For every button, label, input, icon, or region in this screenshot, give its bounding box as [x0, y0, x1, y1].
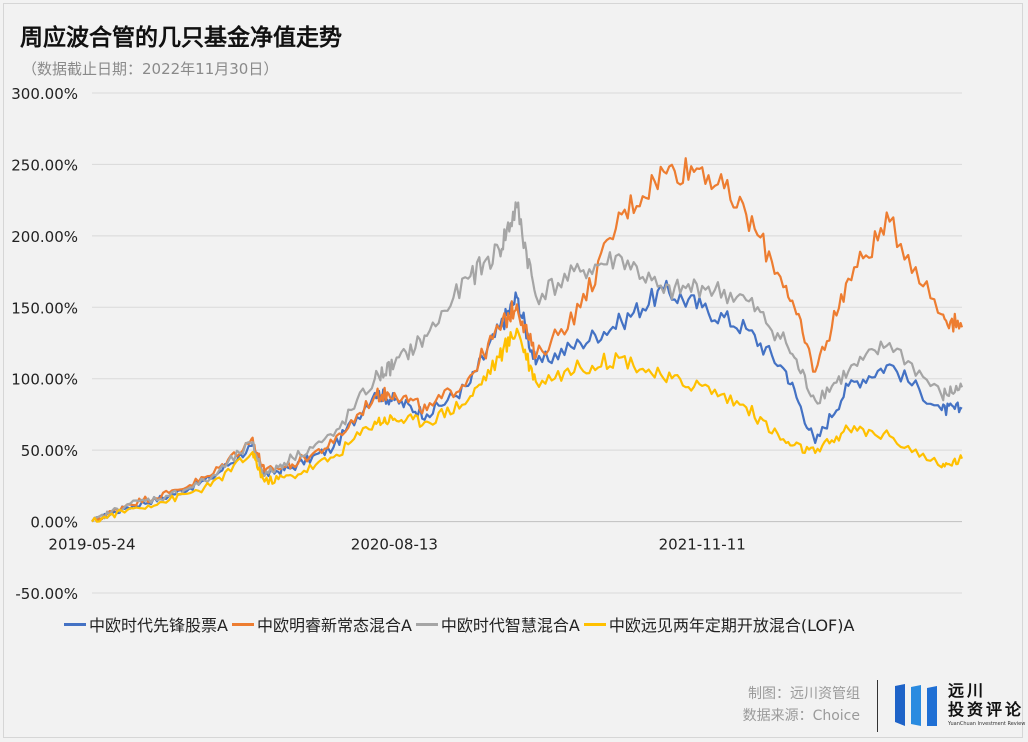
series-line	[91, 157, 964, 523]
legend-swatch	[231, 622, 254, 626]
legend-item: 中欧远见两年定期开放混合(LOF)A	[583, 612, 855, 636]
series-line	[91, 279, 963, 523]
series-line	[91, 201, 964, 523]
y-tick-label: 0.00%	[30, 514, 78, 532]
legend-label: 中欧时代智慧混合A	[440, 616, 580, 635]
footer-credit: 制图：远川资管组 数据来源：Choice	[743, 683, 860, 727]
source-text: 数据来源：Choice	[742, 708, 860, 724]
x-tick-label: 2020-08-13	[351, 536, 438, 554]
legend-swatch	[583, 622, 606, 626]
y-tick-label: 300.00%	[11, 85, 78, 103]
legend-item: 中欧明睿新常态混合A	[231, 612, 412, 636]
brand-logo-text: 远川 投资评论 YuanChuan Investment Review	[948, 682, 1025, 728]
logo-name-line2: 投资评论	[948, 700, 1025, 719]
y-tick-label: 50.00%	[21, 442, 78, 460]
series-line	[91, 327, 964, 523]
chart-subtitle: （数据截止日期：2022年11月30日）	[22, 60, 279, 78]
brand-logo-icon	[895, 684, 937, 726]
y-tick-label: 200.00%	[11, 228, 78, 246]
y-tick-label: 100.00%	[11, 371, 78, 389]
legend-label: 中欧时代先锋股票A	[89, 616, 228, 635]
legend-item: 中欧时代先锋股票A	[64, 612, 228, 636]
chart-frame	[3, 3, 1023, 738]
chart-legend: 中欧时代先锋股票A 中欧明睿新常态混合A 中欧时代智慧混合A 中欧远见两年定期开放混合…	[64, 612, 854, 636]
chart-title: 周应波合管的几只基金净值走势	[20, 25, 342, 51]
y-tick-label: -50.00%	[15, 585, 78, 603]
footer-divider	[877, 680, 878, 732]
credit-text: 制图：远川资管组	[748, 686, 860, 702]
legend-swatch	[415, 622, 438, 626]
logo-english: YuanChuan Investment Review	[948, 721, 1026, 727]
legend-swatch	[64, 622, 86, 626]
legend-label: 中欧远见两年定期开放混合(LOF)A	[608, 616, 855, 635]
logo-name-line1: 远川	[948, 681, 987, 700]
x-tick-label: 2019-05-24	[48, 536, 135, 554]
legend-label: 中欧明睿新常态混合A	[256, 616, 412, 635]
legend-item: 中欧时代智慧混合A	[415, 612, 580, 636]
y-tick-label: 250.00%	[11, 156, 78, 174]
x-tick-label: 2021-11-11	[659, 536, 746, 554]
y-tick-label: 150.00%	[11, 299, 78, 317]
